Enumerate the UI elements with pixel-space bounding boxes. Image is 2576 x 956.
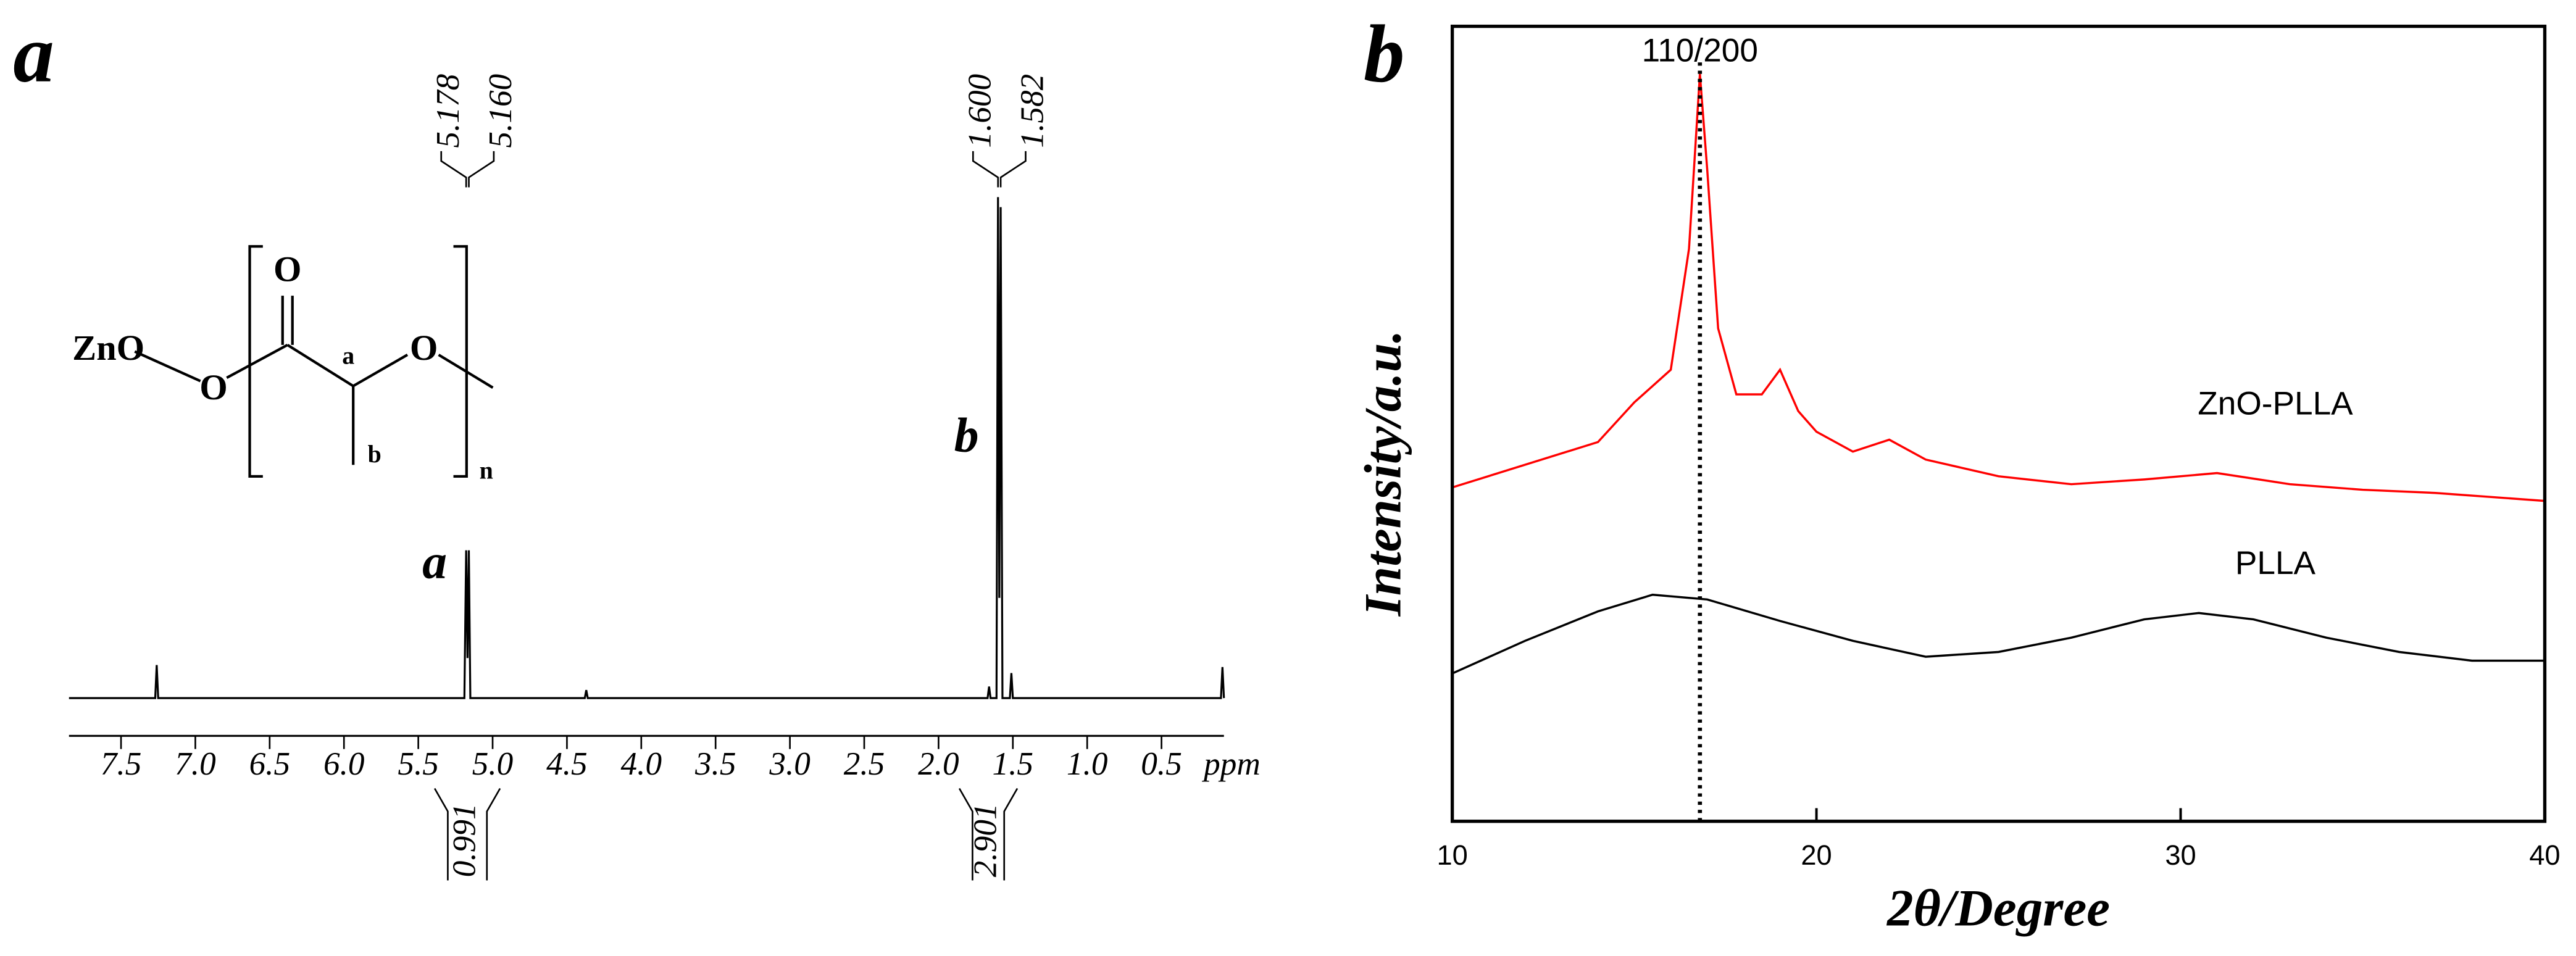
- x-tick-label: 20: [1801, 839, 1832, 871]
- peak-bracket: [440, 151, 467, 188]
- x-tick-label: 1.5: [993, 746, 1034, 782]
- bond: [286, 344, 354, 388]
- annotation-label: 110/200: [1642, 32, 1758, 69]
- y-axis-label: Intensity/a.u.: [1354, 330, 1412, 617]
- x-tick-label: 4.0: [621, 746, 662, 782]
- peak-bracket: [972, 151, 999, 188]
- x-tick-label: 3.5: [694, 746, 736, 782]
- spectrum-line: [69, 197, 1225, 699]
- bracket: [248, 245, 263, 478]
- peak-bracket: [468, 151, 495, 188]
- x-tick-label: 30: [2165, 839, 2196, 871]
- integral-label: 0.991: [446, 803, 482, 877]
- bracket: [453, 245, 468, 478]
- panel-label: b: [1364, 8, 1405, 99]
- x-tick-label: 7.0: [175, 746, 216, 782]
- x-tick-label: 10: [1436, 839, 1467, 871]
- atom-label: n: [480, 457, 493, 484]
- bond: [352, 354, 409, 388]
- x-tick-label: 5.0: [472, 746, 514, 782]
- atom-label: O: [273, 249, 302, 289]
- series-label: ZnO-PLLA: [2198, 385, 2353, 422]
- x-tick-label: 7.5: [101, 746, 142, 782]
- integral-bracket: [958, 788, 1019, 881]
- x-axis-label: 2θ/Degree: [1886, 879, 2110, 937]
- x-tick-label: 3.0: [769, 746, 811, 782]
- peak-name: b: [954, 409, 979, 463]
- x-tick-label: 40: [2529, 839, 2560, 871]
- x-tick-label: 6.0: [323, 746, 365, 782]
- bond: [226, 344, 288, 380]
- peak-label: 5.160: [482, 74, 519, 148]
- x-tick-label: 6.5: [249, 746, 291, 782]
- peak-bracket: [999, 151, 1027, 188]
- x-axis-label: ppm: [1201, 746, 1261, 782]
- peak-label: 1.582: [1014, 74, 1051, 148]
- peak-name: a: [422, 535, 447, 589]
- atom-label: O: [410, 328, 438, 368]
- integral-bracket: [433, 788, 501, 881]
- x-tick-label: 1.0: [1067, 746, 1108, 782]
- x-tick-label: 4.5: [546, 746, 588, 782]
- x-tick-label: 5.5: [398, 746, 439, 782]
- x-tick-label: 2.0: [918, 746, 959, 782]
- structure-labels: ZnO O O O a b n: [72, 249, 493, 484]
- xrd-line: [1451, 593, 2545, 675]
- atom-label: ZnO: [72, 328, 144, 368]
- atom-label: O: [199, 367, 228, 407]
- series-label: PLLA: [2235, 545, 2316, 581]
- x-tick-label: 0.5: [1141, 746, 1182, 782]
- atom-label: b: [368, 440, 381, 468]
- xrd-line: [1452, 73, 2545, 502]
- integral-label: 2.901: [967, 803, 1003, 877]
- panel-label: a: [13, 8, 54, 99]
- peak-label: 5.178: [430, 73, 466, 148]
- bond: [134, 350, 201, 383]
- structure: [134, 245, 494, 478]
- plot-frame: [1450, 24, 2547, 823]
- peak-label: 1.600: [961, 74, 998, 148]
- x-tick-label: 2.5: [844, 746, 885, 782]
- atom-label: a: [342, 341, 354, 369]
